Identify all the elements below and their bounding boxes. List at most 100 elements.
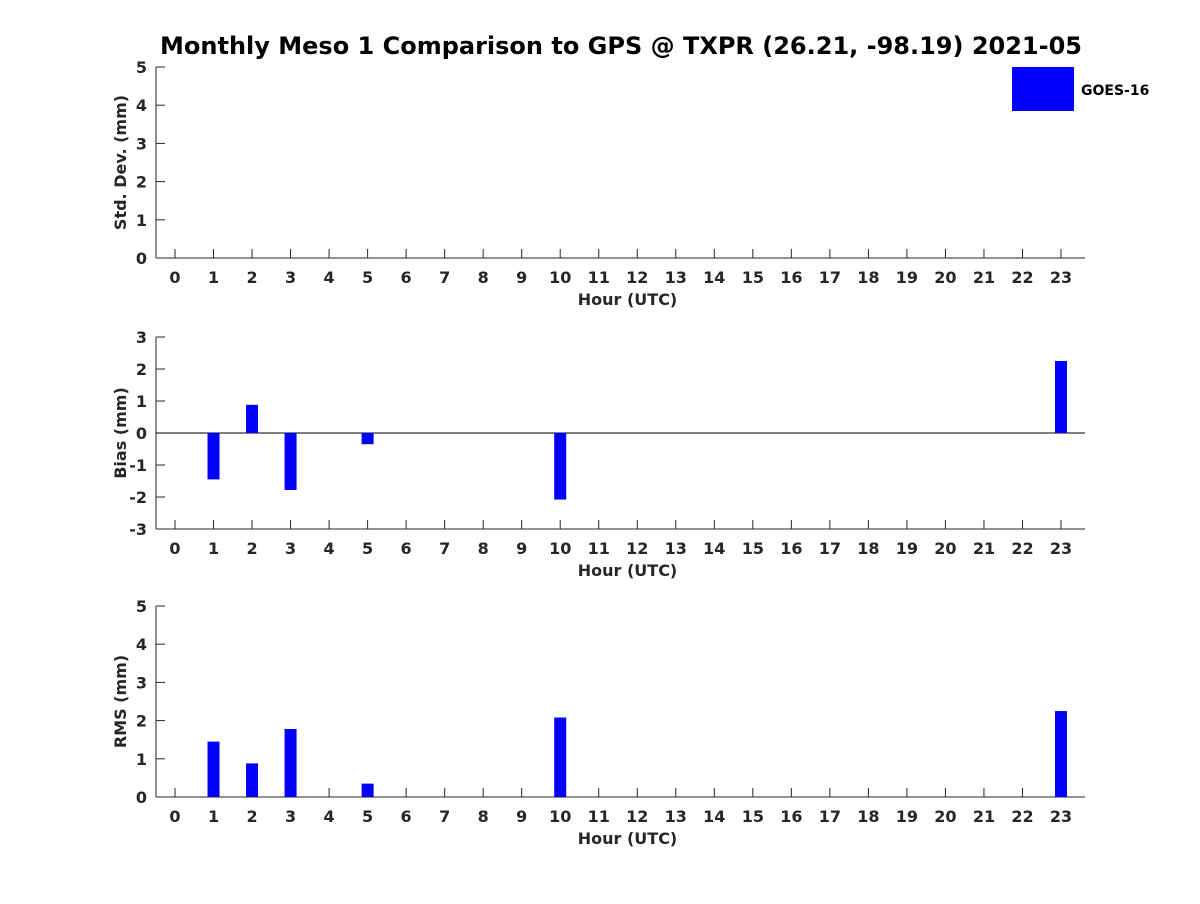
stddev-xtick-label: 8 [478,268,489,287]
rms-xtick-label: 3 [285,807,296,826]
rms-xtick-label: 2 [246,807,257,826]
bias-ytick-label: 3 [136,328,147,347]
rms-ytick-label: 0 [136,788,147,807]
stddev-xtick-label: 4 [324,268,335,287]
bias-xtick-label: 3 [285,539,296,558]
bias-ytick-label: -2 [129,488,147,507]
rms-ytick-label: 3 [136,673,147,692]
bias-xtick-label: 6 [401,539,412,558]
stddev-xtick-label: 2 [246,268,257,287]
bias-xtick-label: 20 [934,539,956,558]
stddev-xtick-label: 13 [665,268,687,287]
rms-xtick-label: 21 [973,807,995,826]
rms-xtick-label: 16 [780,807,802,826]
rms-xtick-label: 22 [1011,807,1033,826]
bias-ytick-label: 0 [136,424,147,443]
rms-xtick-label: 5 [362,807,373,826]
legend-swatch [1012,67,1074,111]
stddev-ytick-label: 4 [136,96,147,115]
bias-xtick-label: 2 [246,539,257,558]
stddev-xtick-label: 7 [439,268,450,287]
rms-ylabel: RMS (mm) [111,655,130,748]
bias-ytick-label: -3 [129,520,147,539]
bias-xtick-label: 12 [626,539,648,558]
rms-xtick-label: 12 [626,807,648,826]
rms-xtick-label: 10 [549,807,571,826]
stddev-xtick-label: 11 [588,268,610,287]
stddev-xtick-label: 18 [857,268,879,287]
stddev-xtick-label: 5 [362,268,373,287]
bias-xtick-label: 4 [324,539,335,558]
rms-xtick-label: 6 [401,807,412,826]
bias-xtick-label: 10 [549,539,571,558]
rms-xtick-label: 0 [169,807,180,826]
rms-xtick-label: 18 [857,807,879,826]
stddev-xtick-label: 23 [1050,268,1072,287]
bias-xtick-label: 16 [780,539,802,558]
stddev-ylabel: Std. Dev. (mm) [111,95,130,230]
bias-xtick-label: 8 [478,539,489,558]
rms-xtick-label: 7 [439,807,450,826]
rms-ytick-label: 2 [136,712,147,731]
bias-xtick-label: 1 [208,539,219,558]
rms-xtick-label: 13 [665,807,687,826]
bias-xtick-label: 23 [1050,539,1072,558]
rms-xtick-label: 11 [588,807,610,826]
stddev-xtick-label: 1 [208,268,219,287]
bias-ytick-label: 1 [136,392,147,411]
stddev-xtick-label: 6 [401,268,412,287]
bias-ytick-label: 2 [136,360,147,379]
bias-bar-hour-23 [1055,361,1067,433]
bias-xtick-label: 7 [439,539,450,558]
rms-ytick-label: 1 [136,750,147,769]
rms-xtick-label: 1 [208,807,219,826]
stddev-ytick-label: 3 [136,134,147,153]
rms-bar-hour-5 [361,783,374,797]
rms-bar-hour-1 [207,741,220,797]
rms-xtick-label: 14 [703,807,725,826]
rms-xtick-label: 9 [516,807,527,826]
stddev-xtick-label: 0 [169,268,180,287]
rms-xtick-label: 15 [742,807,764,826]
bias-bar-hour-10 [554,433,567,500]
bias-ytick-label: -1 [129,456,147,475]
bias-xtick-label: 17 [819,539,841,558]
stddev-xtick-label: 10 [549,268,571,287]
chart-title: Monthly Meso 1 Comparison to GPS @ TXPR … [160,32,1082,60]
stddev-ytick-label: 5 [136,58,147,77]
bias-xtick-label: 14 [703,539,725,558]
rms-xtick-label: 4 [324,807,335,826]
stddev-xtick-label: 16 [780,268,802,287]
rms-bar-hour-23 [1055,711,1067,797]
rms-bar-hour-3 [284,729,297,797]
bias-xtick-label: 19 [896,539,918,558]
stddev-xtick-label: 12 [626,268,648,287]
bias-xtick-label: 22 [1011,539,1033,558]
legend: GOES-16 [1012,67,1149,111]
stddev-xtick-label: 9 [516,268,527,287]
bias-bar-hour-2 [246,404,259,433]
rms-ytick-label: 4 [136,635,147,654]
bias-ylabel: Bias (mm) [111,387,130,479]
stddev-xtick-label: 3 [285,268,296,287]
bias-xtick-label: 11 [588,539,610,558]
stddev-ytick-label: 1 [136,211,147,230]
stddev-xlabel: Hour (UTC) [578,290,678,309]
stddev-ytick-label: 0 [136,249,147,268]
rms-xtick-label: 17 [819,807,841,826]
rms-xtick-label: 23 [1050,807,1072,826]
rms-bar-hour-10 [554,717,567,797]
bias-bar-hour-5 [361,433,374,445]
rms-xtick-label: 20 [934,807,956,826]
bias-xtick-label: 13 [665,539,687,558]
legend-label: GOES-16 [1081,83,1149,99]
bias-bar-hour-1 [207,433,220,480]
bias-xtick-label: 21 [973,539,995,558]
stddev-xtick-label: 19 [896,268,918,287]
